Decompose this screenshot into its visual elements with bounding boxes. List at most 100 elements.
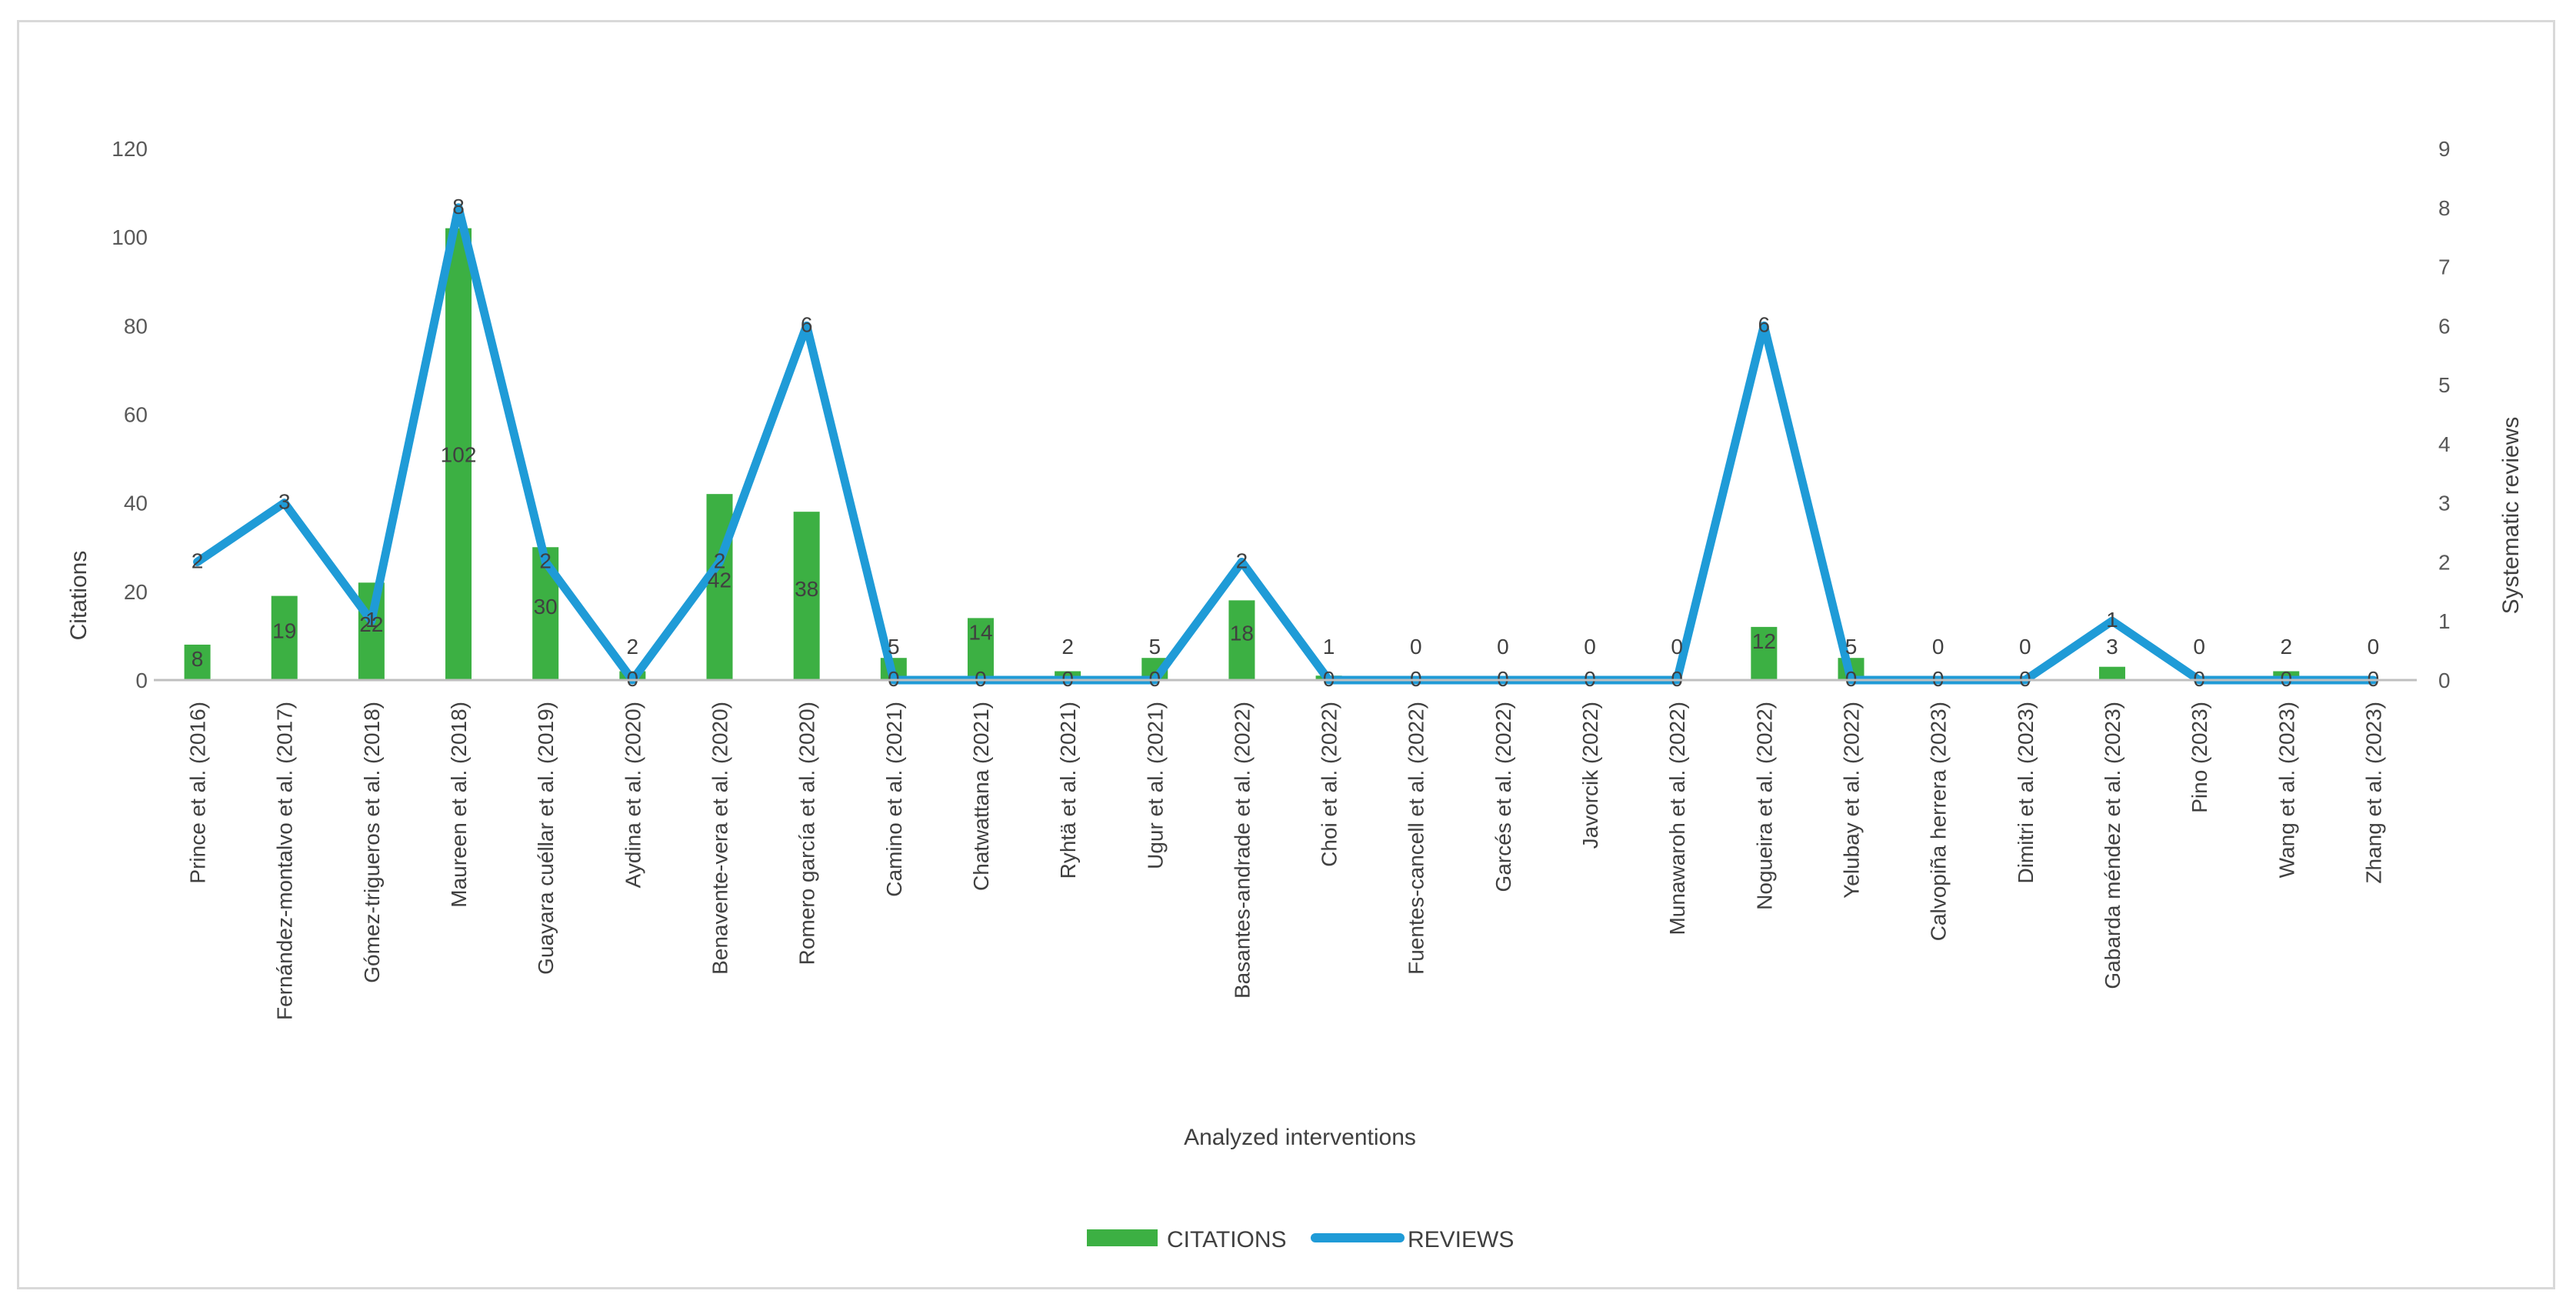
x-tick-label: Garcés et al. (2022): [1491, 702, 1515, 892]
y2-tick-label: 4: [2438, 432, 2451, 456]
citation-bar: [1055, 671, 1081, 680]
reviews-data-label: 2: [539, 549, 552, 572]
reviews-point: [280, 499, 288, 507]
reviews-point: [193, 558, 202, 566]
reviews-point: [367, 617, 375, 625]
x-tick-label: Romero garcía et al. (2020): [795, 702, 819, 965]
x-tick-label: Gabarda méndez et al. (2023): [2101, 702, 2124, 989]
reviews-point: [1238, 558, 1246, 566]
citation-data-label: 0: [1497, 635, 1509, 659]
y-axis-title: Citations: [66, 551, 92, 641]
citation-data-label: 19: [272, 619, 296, 643]
reviews-data-label: 2: [192, 549, 204, 572]
reviews-data-label: 1: [2106, 608, 2118, 632]
citation-data-label: 0: [1410, 635, 1422, 659]
x-tick-label: Ryhtä et al. (2021): [1056, 702, 1080, 879]
citation-data-label: 5: [1148, 635, 1161, 659]
reviews-point: [542, 558, 550, 566]
citation-data-label: 8: [192, 647, 204, 671]
x-tick-label: Benavente-vera et al. (2020): [708, 702, 732, 975]
y-tick-label: 100: [112, 225, 148, 249]
x-tick-label: Choi et al. (2022): [1318, 702, 1341, 867]
citation-data-label: 5: [1845, 635, 1858, 659]
y2-tick-label: 0: [2438, 669, 2451, 692]
y2-axis-title: Systematic reviews: [2498, 417, 2524, 615]
legend: CITATIONS REVIEWS: [1087, 1227, 1514, 1252]
citation-data-label: 0: [1932, 635, 1944, 659]
reviews-point: [455, 203, 463, 212]
x-tick-label: Ugur et al. (2021): [1143, 702, 1167, 869]
x-tick-label: Pino (2023): [2188, 702, 2211, 813]
legend-citations-swatch: [1087, 1229, 1158, 1246]
citation-data-label: 12: [1752, 629, 1776, 653]
citation-bar: [2098, 666, 2125, 680]
y2-tick-label: 2: [2438, 550, 2451, 574]
citation-bar: [1228, 600, 1255, 680]
citation-data-label: 0: [1671, 635, 1683, 659]
citation-data-label: 2: [2280, 635, 2292, 659]
citation-bar: [793, 512, 820, 680]
citation-bar: [2273, 671, 2300, 680]
citation-data-label: 5: [888, 635, 900, 659]
citation-data-label: 14: [968, 620, 992, 644]
citation-data-label: 18: [1230, 621, 1254, 645]
citation-data-label: 0: [2368, 635, 2380, 659]
reviews-point: [1760, 322, 1768, 330]
y-tick-label: 60: [124, 403, 148, 427]
citation-data-label: 0: [2193, 635, 2205, 659]
citation-bar: [1751, 626, 1778, 680]
x-tick-label: Wang et al. (2023): [2274, 702, 2298, 878]
x-tick-label: Fuentes-cancell et al. (2022): [1405, 702, 1428, 975]
citation-data-label: 1: [1323, 635, 1335, 659]
reviews-data-label: 8: [452, 195, 465, 218]
y-tick-label: 40: [124, 492, 148, 515]
reviews-point: [2108, 617, 2116, 625]
citation-data-label: 0: [2019, 635, 2031, 659]
x-tick-label: Gómez-trigueros et al. (2018): [360, 702, 384, 983]
y2-tick-label: 7: [2438, 255, 2451, 279]
x-tick-label: Munawaroh et al. (2022): [1665, 702, 1689, 935]
reviews-data-label: 3: [278, 490, 291, 514]
citation-data-label: 3: [2106, 635, 2118, 659]
y-tick-label: 0: [135, 669, 148, 692]
citation-data-label: 22: [359, 612, 383, 636]
x-tick-label: Yelubay et al. (2022): [1840, 702, 1864, 899]
reviews-data-label: 1: [365, 608, 378, 632]
citation-bar: [445, 228, 472, 680]
citation-data-label: 102: [441, 442, 477, 466]
reviews-data-label: 2: [1236, 549, 1248, 572]
legend-citations-label: CITATIONS: [1167, 1227, 1287, 1252]
reviews-data-label: 6: [1758, 312, 1771, 336]
x-tick-label: Dimitri et al. (2023): [2014, 702, 2038, 884]
citation-data-label: 30: [534, 595, 558, 619]
x-tick-label: Prince et al. (2016): [186, 702, 210, 884]
y-tick-label: 80: [124, 314, 148, 338]
citation-data-label: 0: [1584, 635, 1596, 659]
x-tick-label: Chatwattana (2021): [969, 702, 993, 891]
x-tick-label: Basantes-andrade et al. (2022): [1230, 702, 1254, 999]
y2-tick-label: 6: [2438, 314, 2451, 338]
x-tick-label: Maureen et al. (2018): [447, 702, 471, 908]
y2-tick-label: 8: [2438, 196, 2451, 220]
x-tick-label: Calvopiña herrera (2023): [1927, 702, 1951, 941]
y-tick-label: 20: [124, 580, 148, 604]
x-tick-label: Zhang et al. (2023): [2361, 702, 2385, 884]
y-tick-label: 120: [112, 137, 148, 161]
legend-reviews-label: REVIEWS: [1408, 1227, 1514, 1252]
x-tick-label: Javorcik (2022): [1578, 702, 1602, 849]
chart-frame: [17, 20, 2555, 1289]
citation-bar: [184, 644, 211, 680]
reviews-data-label: 2: [714, 549, 726, 572]
citation-data-label: 2: [1061, 635, 1074, 659]
citation-bar: [271, 595, 298, 680]
y2-tick-label: 1: [2438, 609, 2451, 633]
x-tick-label: Aydina et al. (2020): [621, 702, 645, 888]
reviews-point: [715, 558, 724, 566]
citation-data-label: 42: [708, 568, 731, 592]
x-tick-label: Nogueira et al. (2022): [1752, 702, 1776, 910]
citation-bar: [706, 494, 733, 680]
citation-data-label: 38: [795, 577, 818, 601]
x-axis-title: Analyzed interventions: [1184, 1125, 1416, 1150]
reviews-point: [802, 322, 811, 330]
